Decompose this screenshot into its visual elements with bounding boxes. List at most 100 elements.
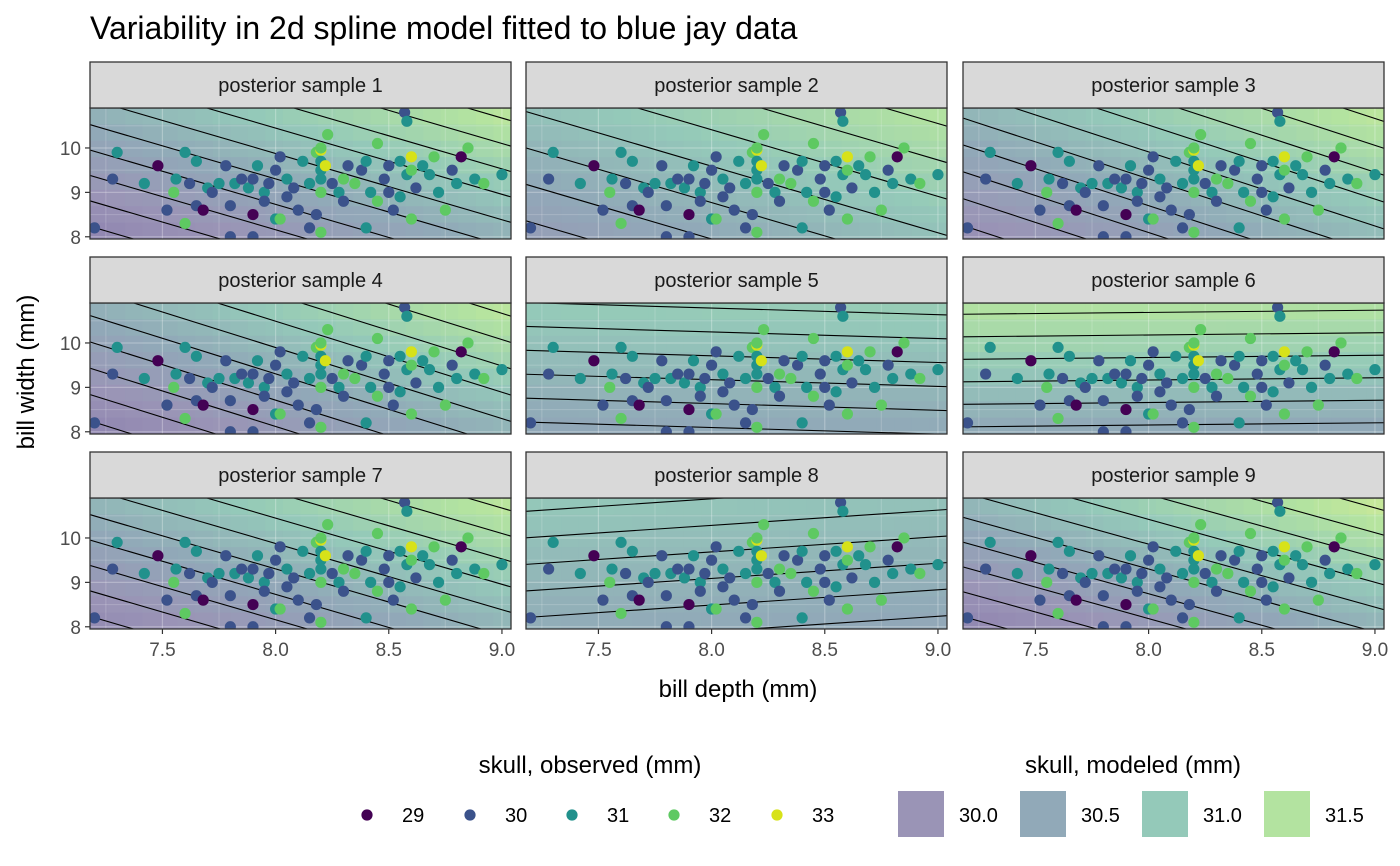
data-point xyxy=(399,108,411,119)
surface-tile xyxy=(963,319,982,337)
surface-tile xyxy=(998,547,1017,565)
data-point xyxy=(773,173,786,185)
surface-tile xyxy=(929,514,947,532)
surface-tile xyxy=(980,352,999,370)
data-point xyxy=(733,545,745,557)
surface-tile xyxy=(1313,335,1332,353)
surface-tile xyxy=(963,157,982,175)
data-point xyxy=(303,417,316,429)
data-point xyxy=(1305,381,1318,393)
x-tick-label: 9.0 xyxy=(489,640,515,661)
surface-tile xyxy=(1208,335,1227,353)
surface-tile xyxy=(107,579,126,597)
surface-tile xyxy=(1243,417,1262,434)
contour-line xyxy=(963,591,1099,629)
surface-tile xyxy=(666,303,685,320)
data-point xyxy=(1335,142,1347,154)
data-point xyxy=(1043,563,1055,575)
surface-tile xyxy=(1208,124,1227,142)
data-point xyxy=(710,151,722,163)
surface-tile xyxy=(423,612,442,629)
surface-tile xyxy=(125,222,144,239)
surface-tile xyxy=(789,335,808,353)
data-point xyxy=(1176,372,1189,385)
data-point xyxy=(410,377,422,389)
facet-strip-label: posterior sample 2 xyxy=(654,75,819,97)
surface-tile xyxy=(683,140,703,158)
surface-tile xyxy=(631,303,650,320)
surface-tile xyxy=(405,222,424,239)
data-point xyxy=(837,310,849,322)
data-point xyxy=(439,204,451,216)
data-point xyxy=(1324,567,1336,580)
surface-tile xyxy=(894,303,913,320)
surface-tile xyxy=(90,206,109,224)
data-point xyxy=(1328,541,1340,553)
surface-tile xyxy=(859,303,878,320)
surface-tile xyxy=(701,417,720,434)
surface-tile xyxy=(318,206,337,224)
data-point xyxy=(792,554,804,566)
data-point xyxy=(835,303,847,314)
surface-tile xyxy=(282,335,302,353)
surface-tile xyxy=(1348,401,1368,419)
surface-tile xyxy=(841,612,860,629)
surface-tile xyxy=(107,108,126,125)
surface-tile xyxy=(1331,498,1350,515)
surface-tile xyxy=(771,206,790,224)
data-point xyxy=(728,399,740,411)
data-point xyxy=(1188,381,1200,393)
surface-tile xyxy=(718,498,738,515)
data-point xyxy=(739,417,752,429)
surface-tile xyxy=(929,140,947,158)
data-point xyxy=(1319,164,1331,176)
surface-tile xyxy=(475,498,495,515)
surface-tile xyxy=(1173,579,1192,597)
surface-tile xyxy=(125,368,144,386)
surface-tile xyxy=(963,401,982,419)
surface-tile xyxy=(876,222,895,239)
data-point xyxy=(303,612,316,624)
surface-tile xyxy=(859,124,878,142)
surface-tile xyxy=(963,173,982,191)
surface-tile xyxy=(230,530,249,548)
surface-tile xyxy=(841,579,860,597)
data-point xyxy=(333,576,345,588)
observed-points xyxy=(526,303,944,434)
data-point xyxy=(1210,585,1223,597)
data-point xyxy=(326,567,338,580)
surface-tile xyxy=(876,498,895,515)
data-point xyxy=(1342,368,1354,380)
data-point xyxy=(247,208,259,221)
surface-tile xyxy=(160,547,179,565)
data-point xyxy=(859,169,872,181)
legend-observed-label: 33 xyxy=(812,805,834,827)
data-point xyxy=(1086,372,1098,385)
surface-tile xyxy=(1331,108,1350,125)
data-point xyxy=(1176,612,1189,624)
data-point xyxy=(1251,563,1263,575)
data-point xyxy=(405,164,418,176)
surface-tile xyxy=(543,303,562,320)
data-point xyxy=(417,160,429,172)
data-point xyxy=(1256,186,1268,198)
data-point xyxy=(371,527,384,540)
data-point xyxy=(1188,421,1200,433)
data-point xyxy=(360,350,372,362)
data-point xyxy=(281,581,293,593)
data-point xyxy=(1278,213,1291,225)
data-point xyxy=(337,173,350,185)
data-point xyxy=(1109,173,1121,185)
data-point xyxy=(683,403,695,416)
facet-strip xyxy=(962,451,1385,499)
contour-line xyxy=(90,315,470,434)
y-axis-title: bill width (mm) xyxy=(13,295,40,450)
surface-tile xyxy=(561,384,580,402)
data-point xyxy=(762,177,774,190)
data-point xyxy=(1296,364,1309,376)
data-point xyxy=(1063,155,1075,167)
surface-tile xyxy=(963,335,982,353)
contour-line xyxy=(465,498,511,512)
data-point xyxy=(1195,129,1207,141)
